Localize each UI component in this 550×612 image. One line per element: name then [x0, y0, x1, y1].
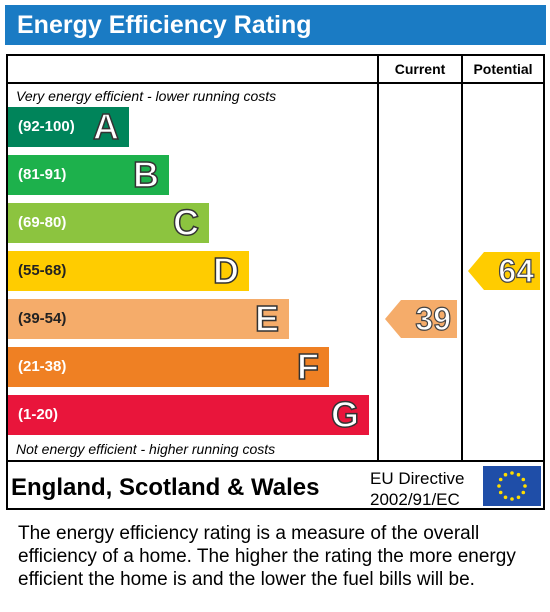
- directive-line2: 2002/91/EC: [370, 490, 460, 509]
- band-a: (92-100) A: [8, 106, 129, 148]
- eu-star: [523, 484, 527, 488]
- top-note: Very energy efficient - lower running co…: [16, 88, 277, 104]
- directive-line1: EU Directive: [370, 469, 465, 488]
- rating-frame: Current Potential Very energy efficient …: [6, 54, 545, 510]
- band-letter: D: [212, 250, 240, 292]
- band-letter: E: [254, 298, 280, 340]
- band-letter: A: [92, 106, 120, 148]
- eu-star: [503, 472, 508, 477]
- band-g: (1-20) G: [8, 394, 369, 436]
- title-bar: Energy Efficiency Rating: [5, 5, 546, 45]
- band-range-label: (55-68): [18, 262, 67, 279]
- eu-star: [498, 490, 503, 495]
- eu-star: [521, 477, 526, 482]
- band-letter: B: [132, 154, 160, 196]
- band-d: (55-68) D: [8, 250, 249, 292]
- eu-star: [516, 472, 521, 477]
- band-c: (69-80) C: [8, 202, 209, 244]
- footer-rule: [8, 460, 543, 462]
- eu-star: [516, 495, 521, 500]
- band-range-label: (92-100): [18, 118, 75, 135]
- band-range-label: (1-20): [18, 406, 59, 423]
- current-column-header: Current: [394, 61, 446, 77]
- potential-rating-arrow: 64: [468, 252, 540, 290]
- eu-star: [498, 477, 503, 482]
- band-range-label: (39-54): [18, 310, 67, 327]
- region-label: England, Scotland & Wales: [11, 474, 320, 501]
- eu-directive: EU Directive 2002/91/EC: [370, 468, 464, 510]
- description-text: The energy efficiency rating is a measur…: [18, 523, 516, 590]
- eu-flag-icon: [483, 466, 541, 506]
- chart-title: Energy Efficiency Rating: [17, 11, 312, 39]
- band-letter: F: [296, 346, 320, 388]
- band-range-label: (21-38): [18, 358, 67, 375]
- header-rule: [8, 82, 543, 84]
- potential-arrow-shape: [468, 252, 540, 290]
- eu-star: [510, 497, 514, 501]
- potential-rating-value: 64: [498, 252, 535, 289]
- eu-star: [503, 495, 508, 500]
- current-rating-value: 39: [415, 300, 452, 337]
- eu-star: [497, 484, 501, 488]
- band-e: (39-54) E: [8, 298, 289, 340]
- current-arrow-shape: [385, 300, 457, 338]
- band-b: (81-91) B: [8, 154, 169, 196]
- current-rating-arrow: 39: [385, 300, 457, 338]
- bottom-note: Not energy efficient - higher running co…: [16, 441, 276, 457]
- band-letter: G: [330, 394, 360, 436]
- band-f: (21-38) F: [8, 346, 329, 388]
- band-letter: C: [172, 202, 200, 244]
- eu-star: [510, 471, 514, 475]
- eu-star: [521, 490, 526, 495]
- potential-column-header: Potential: [473, 61, 533, 77]
- potential-column-divider: [461, 56, 463, 462]
- current-column-divider: [377, 56, 379, 462]
- band-range-label: (81-91): [18, 166, 67, 183]
- band-range-label: (69-80): [18, 214, 67, 231]
